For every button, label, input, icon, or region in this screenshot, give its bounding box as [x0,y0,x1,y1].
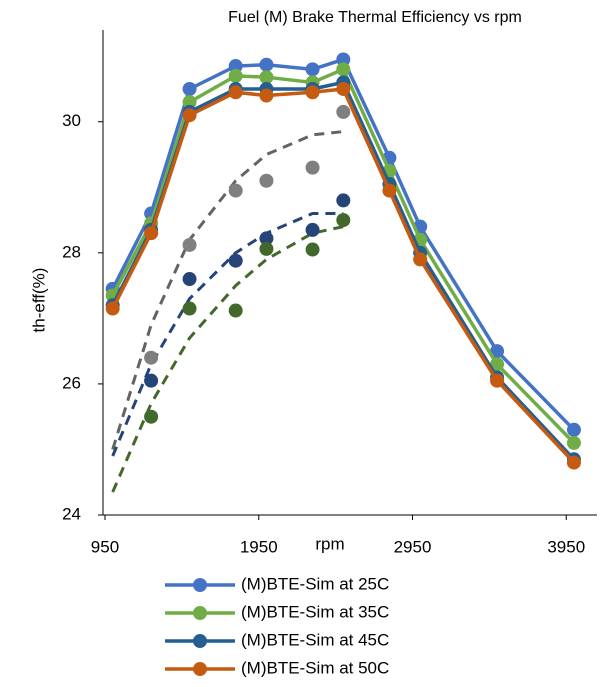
data-point [305,85,320,100]
scatter-point [305,222,320,237]
data-point [490,357,505,372]
data-point [305,62,320,77]
data-point [259,70,274,85]
trend-line [111,130,344,450]
x-tick-label: 3950 [547,537,585,556]
scatter-point [182,301,197,316]
data-point [566,455,581,470]
trend-line [111,225,344,493]
x-tick-label: 2950 [394,537,432,556]
data-point [182,81,197,96]
x-tick-label: 950 [91,537,119,556]
scatter-point [228,253,243,268]
legend-marker [193,606,207,620]
chart-title: Fuel (M) Brake Thermal Efficiency vs rpm [228,9,522,26]
data-point [105,301,120,316]
scatter-point [305,160,320,175]
data-point [182,108,197,123]
data-point [336,81,351,96]
y-axis-label: th-eff(%) [29,268,48,333]
data-point [144,226,159,241]
data-point [490,373,505,388]
data-point [566,435,581,450]
data-point [336,62,351,77]
scatter-point [259,231,274,246]
data-point [413,252,428,267]
y-tick-label: 26 [62,373,81,392]
legend-label: (M)BTE-Sim at 25C [241,574,389,593]
scatter-point [336,193,351,208]
scatter-point [144,409,159,424]
scatter-point [144,350,159,365]
data-point [490,344,505,359]
data-point [382,183,397,198]
data-point [259,57,274,72]
y-tick-label: 28 [62,242,81,261]
scatter-point [182,237,197,252]
scatter-point [336,104,351,119]
scatter-point [259,173,274,188]
scatter-point [182,272,197,287]
y-tick-label: 30 [62,111,81,130]
data-point [182,95,197,110]
legend-label: (M)BTE-Sim at 50C [241,658,389,677]
scatter-point [228,183,243,198]
scatter-point [259,241,274,256]
scatter-point [144,373,159,388]
scatter-point [228,303,243,318]
legend-label: (M)BTE-Sim at 35C [241,602,389,621]
data-point [259,88,274,103]
legend-label: (M)BTE-Sim at 45C [241,630,389,649]
legend-marker [193,662,207,676]
legend-marker [193,578,207,592]
series-line [111,87,576,464]
x-axis-label: rpm [315,534,344,553]
scatter-point [305,242,320,257]
trend-line [111,212,344,457]
data-point [566,422,581,437]
data-point [336,52,351,67]
legend-marker [193,634,207,648]
y-tick-label: 24 [62,504,81,523]
x-tick-label: 1950 [240,537,278,556]
scatter-point [336,213,351,228]
data-point [228,59,243,74]
data-point [228,85,243,100]
data-point [228,68,243,83]
